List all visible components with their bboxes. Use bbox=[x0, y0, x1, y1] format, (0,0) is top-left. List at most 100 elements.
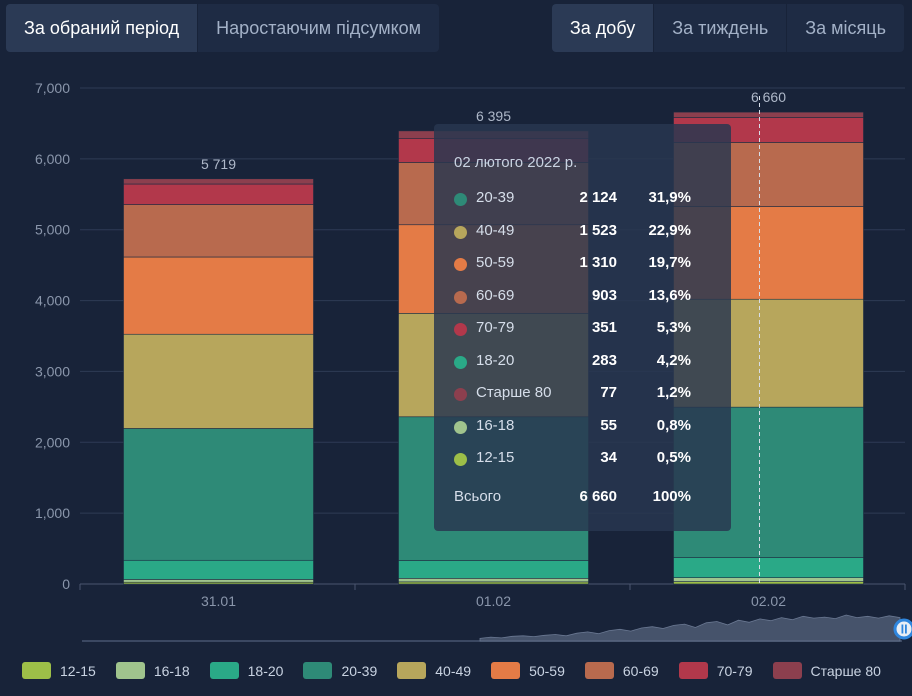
tooltip-row: 16-18 55 0,8% bbox=[454, 417, 731, 450]
x-tick-label: 01.02 bbox=[476, 593, 511, 609]
legend-swatch-icon bbox=[397, 662, 427, 679]
bar-segment[interactable] bbox=[123, 428, 314, 561]
tooltip-row: 20-39 2 124 31,9% bbox=[454, 189, 731, 222]
bar-segment[interactable] bbox=[123, 204, 314, 258]
navigator-handle[interactable] bbox=[893, 618, 912, 640]
tooltip-row: 60-69 903 13,6% bbox=[454, 287, 731, 320]
legend-item-label: 20-39 bbox=[341, 662, 378, 679]
y-tick-label: 0 bbox=[62, 576, 70, 592]
legend-item[interactable]: Старше 80 bbox=[772, 662, 881, 679]
tab-per-day[interactable]: За добу bbox=[551, 4, 655, 52]
tooltip-row: 18-20 283 4,2% bbox=[454, 352, 731, 385]
y-tick-label: 5,000 bbox=[35, 222, 70, 238]
bar-segment[interactable] bbox=[123, 559, 314, 580]
tooltip-row-value: 55 bbox=[600, 416, 617, 434]
legend-item-label: Старше 80 bbox=[810, 662, 881, 679]
bar-segment[interactable] bbox=[673, 577, 864, 582]
x-axis: 31.01 01.02 02.02 bbox=[79, 584, 906, 609]
legend-swatch-icon bbox=[491, 662, 521, 679]
legend-item-label: 18-20 bbox=[247, 662, 284, 679]
legend-swatch-icon bbox=[772, 662, 802, 679]
legend-item[interactable]: 60-69 bbox=[584, 662, 659, 679]
tooltip-row-value: 34 bbox=[600, 449, 617, 466]
tooltip-row-pct: 4,2% bbox=[656, 351, 691, 369]
legend-item-label: 16-18 bbox=[153, 662, 190, 679]
legend-item[interactable]: 16-18 bbox=[115, 662, 190, 679]
bar-total-labels: 5 719 6 395 6 660 bbox=[201, 89, 786, 172]
legend-item-label: 12-15 bbox=[60, 662, 96, 679]
bar-segment[interactable] bbox=[123, 256, 314, 335]
tab-per-month[interactable]: За місяць bbox=[787, 4, 904, 52]
tooltip: 02 лютого 2022 р. 20-39 2 124 31,9% 40-49 1 … bbox=[434, 124, 731, 531]
tooltip-row-pct: 0,8% bbox=[656, 416, 691, 434]
bar-total-label: 6 660 bbox=[751, 89, 786, 105]
y-tick-label: 4,000 bbox=[35, 293, 70, 309]
tooltip-row: 40-49 1 523 22,9% bbox=[454, 222, 731, 255]
y-tick-label: 3,000 bbox=[35, 363, 70, 379]
legend-swatch-icon bbox=[678, 662, 708, 679]
tooltip-row: Старше 80 77 1,2% bbox=[454, 384, 731, 417]
series-dot-icon bbox=[454, 323, 467, 336]
legend-item-label: 60-69 bbox=[622, 662, 659, 679]
tooltip-row-pct: 13,6% bbox=[648, 286, 691, 304]
pause-icon bbox=[901, 624, 904, 634]
period-mode-tabs: За обраний період Наростаючим підсумком bbox=[6, 4, 440, 52]
tooltip-row-pct: 0,5% bbox=[656, 449, 691, 466]
tooltip-total-label: Всього bbox=[454, 487, 502, 505]
bar-segment[interactable] bbox=[123, 183, 314, 205]
bar-segment[interactable] bbox=[673, 581, 864, 585]
series-dot-icon bbox=[454, 420, 467, 434]
tooltip-row-label: 16-18 bbox=[476, 416, 515, 434]
legend-item[interactable]: 40-49 bbox=[397, 662, 471, 679]
tooltip-row-label: 70-79 bbox=[476, 319, 515, 336]
x-tick-label: 02.02 bbox=[751, 593, 786, 609]
bar-segment[interactable] bbox=[673, 557, 864, 578]
legend-item[interactable]: 70-79 bbox=[678, 662, 753, 679]
tooltip-row: 50-59 1 310 19,7% bbox=[454, 254, 731, 287]
tooltip-row-label: 12-15 bbox=[476, 449, 515, 466]
legend-item[interactable]: 50-59 bbox=[491, 662, 565, 679]
bar-segment[interactable] bbox=[123, 178, 314, 185]
pause-icon bbox=[905, 624, 907, 634]
series-dot-icon bbox=[454, 290, 467, 304]
tooltip-row-value: 351 bbox=[591, 319, 617, 336]
bar-segment[interactable] bbox=[673, 111, 864, 118]
series-dot-icon bbox=[454, 225, 467, 239]
tooltip-row-pct: 31,9% bbox=[648, 189, 691, 206]
tooltip-row-label: 60-69 bbox=[476, 286, 515, 304]
bar-total-label: 5 719 bbox=[201, 156, 236, 172]
tooltip-total-value: 6 660 bbox=[579, 487, 617, 505]
tooltip-row-pct: 19,7% bbox=[648, 254, 691, 271]
bar-segment[interactable] bbox=[398, 578, 589, 583]
legend-item[interactable]: 20-39 bbox=[303, 662, 377, 679]
tooltip-total-pct: 100% bbox=[652, 487, 691, 505]
tooltip-row-label: 20-39 bbox=[476, 189, 515, 206]
legend: 12-15 16-18 18-20 20-39 40-49 50-59 60-69 70-79… bbox=[22, 662, 881, 679]
bar-segment[interactable] bbox=[123, 579, 314, 583]
bar-segment[interactable] bbox=[398, 560, 589, 579]
legend-item[interactable]: 12-15 bbox=[22, 662, 96, 679]
bar-segment[interactable] bbox=[123, 333, 314, 429]
y-tick-label: 6,000 bbox=[35, 151, 70, 167]
tooltip-rows: 20-39 2 124 31,9% 40-49 1 523 22,9% 50-59 1 310… bbox=[454, 189, 731, 482]
tooltip-row-value: 1 310 bbox=[579, 254, 617, 271]
tooltip-row: 70-79 351 5,3% bbox=[454, 319, 731, 352]
bar-segment[interactable] bbox=[398, 581, 589, 585]
bar-total-label: 6 395 bbox=[476, 108, 511, 124]
range-navigator[interactable] bbox=[82, 614, 912, 642]
legend-item-label: 70-79 bbox=[716, 662, 753, 679]
legend-swatch-icon bbox=[115, 662, 145, 679]
tab-per-week[interactable]: За тиждень bbox=[654, 4, 788, 52]
tab-cumulative-total[interactable]: Наростаючим підсумком bbox=[198, 4, 440, 52]
series-dot-icon bbox=[454, 388, 467, 401]
tooltip-row-label: 50-59 bbox=[476, 254, 515, 271]
tooltip-row-label: 18-20 bbox=[476, 351, 515, 369]
tooltip-row-value: 2 124 bbox=[579, 189, 617, 206]
legend-item-label: 50-59 bbox=[529, 662, 565, 679]
tab-selected-period[interactable]: За обраний період bbox=[6, 4, 199, 52]
y-tick-label: 1,000 bbox=[35, 505, 70, 521]
legend-item[interactable]: 18-20 bbox=[209, 662, 284, 679]
tooltip-row-pct: 5,3% bbox=[656, 319, 691, 336]
tooltip-row-label: 40-49 bbox=[476, 221, 515, 239]
tooltip-row-value: 77 bbox=[600, 384, 617, 401]
